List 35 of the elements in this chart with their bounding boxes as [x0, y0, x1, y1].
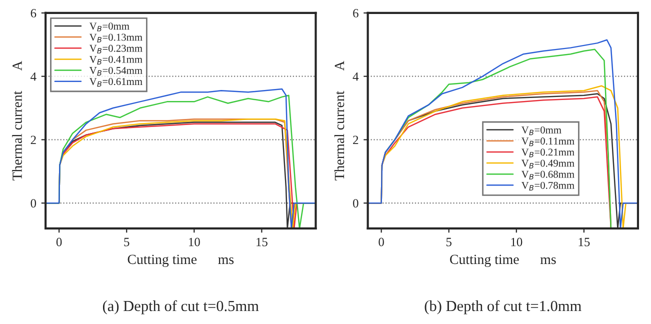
x-tick-label: 10 [189, 238, 200, 246]
legend-label: V$_{B}$=0.78mm [521, 182, 574, 190]
x-tick-label: 0 [56, 238, 62, 246]
legend-label: V$_{B}$=0.68mm [521, 170, 574, 180]
legend-label: V$_{B}$=0.23mm [89, 44, 142, 54]
x-tick-label: 15 [256, 238, 268, 246]
y-axis-title: Thermal current A [334, 60, 344, 180]
x-axis-title: Cutting time ms [450, 254, 556, 267]
y-tick-label: 2 [30, 136, 36, 144]
y-tick-label: 2 [353, 136, 358, 144]
x-tick-label: 10 [511, 238, 522, 246]
y-tick-label: 0 [353, 199, 358, 208]
y-tick-label: 4 [352, 72, 359, 81]
x-tick-label: 5 [446, 238, 452, 246]
line-series [384, 48, 612, 228]
y-axis-title: Thermal current A [12, 60, 22, 180]
x-tick-label: 15 [578, 238, 590, 246]
legend-label: V$_{B}$=0.13mm [89, 34, 142, 42]
legend-label: V$_{B}$=0mm [89, 22, 130, 32]
legend-label: V$_{B}$=0.21mm [521, 148, 574, 158]
legend-label: V$_{B}$=0.49mm [521, 160, 574, 168]
y-tick-label: 6 [353, 9, 358, 18]
x-tick-label: 5 [124, 238, 130, 246]
y-tick-label: 6 [30, 9, 36, 18]
y-tick-label: 4 [30, 72, 36, 81]
legend-label: V$_{B}$=0.41mm [89, 56, 142, 64]
text: (a) Depth of cut t=0.5mm [102, 300, 259, 314]
legend-label: V$_{B}$=0mm [521, 126, 562, 136]
text: (b) Depth of cut t=1.0mm [424, 300, 582, 314]
legend-label: V$_{B}$=0.11mm [521, 138, 574, 146]
x-axis-title: Cutting time ms [128, 254, 234, 267]
legend-label: V$_{B}$=0.54mm [89, 66, 142, 76]
x-tick-label: 0 [378, 238, 384, 246]
y-tick-label: 0 [30, 199, 36, 208]
legend-label: V$_{B}$=0.61mm [89, 78, 142, 87]
